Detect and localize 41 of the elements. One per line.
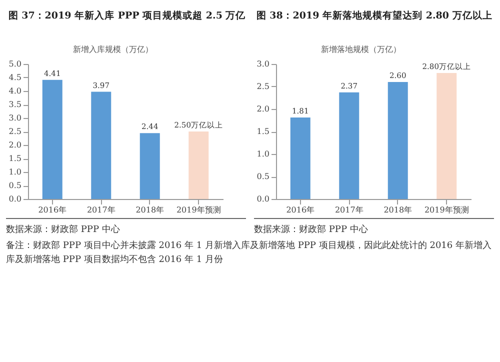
source-note: 数据来源：财政部 PPP 中心 <box>254 218 494 236</box>
bar <box>388 82 408 199</box>
y-tick-label: 3.0 <box>256 60 270 68</box>
y-tick-label: 2.5 <box>256 82 270 91</box>
y-tick-label: 4.5 <box>8 73 22 82</box>
bar <box>188 132 209 199</box>
x-tick-label: 2019年预测 <box>176 206 221 214</box>
chart-title: 图 37：2019 年新入库 PPP 项目规模或超 2.5 万亿 <box>8 10 247 22</box>
y-tick-label: 5.0 <box>8 60 22 68</box>
bar <box>91 92 112 199</box>
x-tick-label: 2016年 <box>38 206 67 214</box>
y-tick-label: 2.0 <box>256 104 270 114</box>
x-tick-label: 2017年 <box>334 206 364 214</box>
y-tick-label: 0.0 <box>8 194 22 204</box>
y-tick-label: 1.0 <box>8 168 22 176</box>
bar <box>436 73 457 199</box>
text: 备注：财政部 PPP 项目中心并未披露 2016 年 1 月新增入库及新增落地 PPP 项目规模，因此此处统计的 2016 年新增入库及新增落地 PPP 项目数据均不包含 2016 年 1 月份 <box>6 240 492 266</box>
text: 新增入库规模（万亿） <box>73 45 153 54</box>
bar <box>140 133 160 199</box>
text: 新增落地规模（万亿） <box>321 45 401 54</box>
y-tick-label: 3.0 <box>8 114 22 122</box>
x-tick-label: 2016年 <box>286 206 315 214</box>
x-tick-label: 2019年预测 <box>424 206 469 214</box>
y-tick-label: 0.5 <box>8 181 22 190</box>
y-tick-label: 4.0 <box>8 86 22 96</box>
y-tick-label: 0.5 <box>256 172 270 181</box>
y-tick-label: 0.0 <box>256 194 270 204</box>
source-note: 数据来源：财政部 PPP 中心 <box>6 218 246 236</box>
chart-title: 图 38：2019 年新落地规模有望达到 2.80 万亿以上 <box>256 10 492 22</box>
y-tick-label: 2.0 <box>8 140 22 150</box>
y-tick-label: 1.5 <box>8 154 22 163</box>
bar <box>42 80 62 199</box>
x-tick-label: 2018年 <box>384 206 412 214</box>
y-tick-label: 2.5 <box>8 127 22 136</box>
bar <box>290 118 310 199</box>
bar <box>339 92 360 199</box>
x-tick-label: 2018年 <box>136 206 164 214</box>
y-tick-label: 3.5 <box>8 100 22 109</box>
y-tick-label: 1.5 <box>256 127 270 136</box>
x-tick-label: 2017年 <box>86 206 116 214</box>
y-tick-label: 1.0 <box>256 150 270 158</box>
